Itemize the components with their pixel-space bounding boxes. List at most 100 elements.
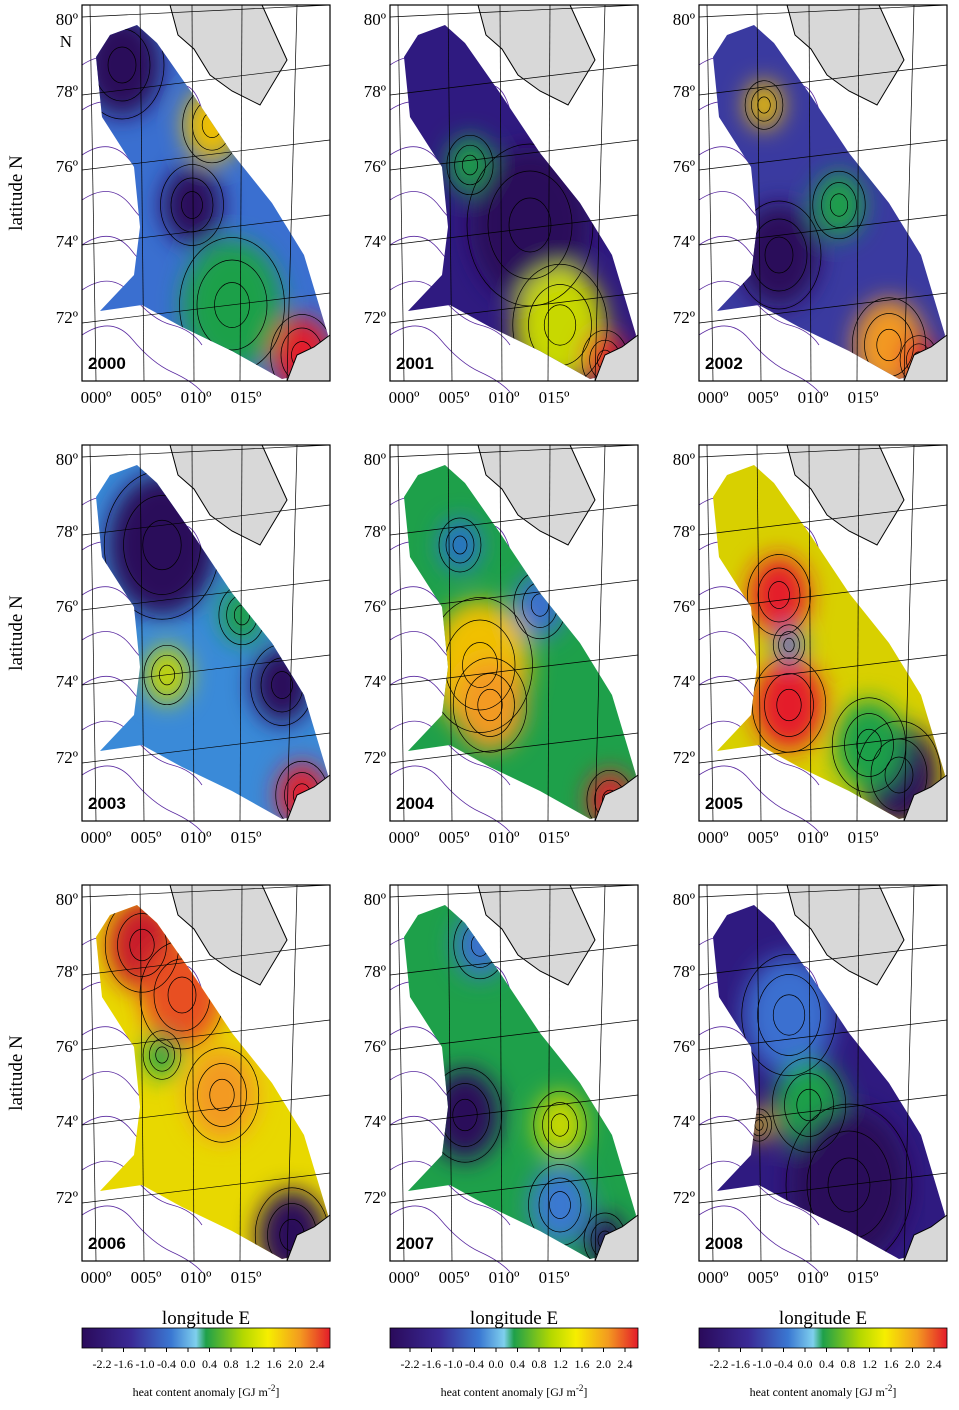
lon-tick-label: 010º	[181, 828, 212, 847]
anomaly-contour	[149, 1038, 175, 1072]
anomaly-contour	[533, 1090, 587, 1160]
anomaly-contour	[275, 760, 328, 819]
anomaly-contour	[445, 526, 475, 564]
graticule	[698, 64, 948, 96]
lat-tick-label: 74º	[56, 672, 78, 691]
lat-tick-label: 78º	[364, 82, 386, 101]
lon-tick-label: 000º	[698, 828, 729, 847]
graticule	[89, 444, 97, 822]
graticule	[594, 4, 606, 382]
bathymetry-contour	[389, 280, 511, 346]
graticule	[547, 4, 551, 382]
graticule	[499, 884, 503, 1262]
lon-tick-label: 010º	[798, 1268, 829, 1287]
map-frame	[389, 884, 639, 1262]
lat-tick-label: 78º	[673, 522, 695, 541]
field-blobs	[430, 519, 632, 819]
graticule	[389, 732, 639, 764]
anomaly-contour	[508, 197, 552, 253]
lon-tick-label: 015º	[539, 1268, 570, 1287]
x-axis-label: longitude E	[779, 1308, 867, 1329]
anomaly-contour	[757, 96, 771, 114]
graticule	[389, 884, 639, 898]
graticule	[397, 444, 405, 822]
anomaly-contour	[757, 974, 821, 1056]
field-blob	[455, 659, 525, 751]
map-panel: 2003 80º 78º 76º 74º 72º 000º 005º 010º 015º latit…	[6, 444, 331, 847]
land	[477, 884, 596, 986]
anomaly-contour	[452, 535, 468, 555]
land	[169, 4, 288, 106]
anomaly-contour	[754, 1119, 764, 1131]
lon-tick-label: 010º	[489, 828, 520, 847]
field-blob	[749, 556, 809, 634]
y-axis-label: latitude N	[6, 1035, 27, 1111]
anomaly-contour	[543, 304, 577, 346]
year-label: 2001	[396, 354, 434, 373]
colorbar: -2.2 -1.6 -1.0 -0.4 0.0 0.4 0.8 1.2 1.6 2.0 2.4 hea…	[389, 1327, 639, 1399]
lon-tick-label: 005º	[748, 388, 779, 407]
lat-tick-label: 74º	[56, 1112, 78, 1131]
graticule	[81, 4, 331, 18]
colorbar-tick-label: 0.4	[202, 1357, 217, 1371]
graticule	[547, 884, 551, 1262]
anomaly-contour	[270, 314, 328, 379]
map-panel: 2000 80º 78º 76º 74º 72º N 000º 005º 010º 015º lati…	[6, 4, 331, 407]
anomaly-contour	[143, 644, 191, 706]
anomaly-contour	[784, 1073, 834, 1137]
lon-tick-label: 005º	[131, 388, 162, 407]
lat-tick-label: 76º	[56, 1037, 78, 1056]
lat-tick-label: 80º	[673, 450, 695, 469]
year-label: 2004	[396, 794, 434, 813]
map-frame	[389, 4, 639, 382]
colorbar-label: heat content anomaly [GJ m-2]	[441, 1383, 588, 1399]
graticule	[239, 444, 243, 822]
lat-tick-label: 74º	[364, 1112, 386, 1131]
lat-tick-label: 74º	[56, 232, 78, 251]
colorbar-bar	[81, 1327, 331, 1349]
anomaly-contour	[452, 657, 528, 753]
field-blob	[187, 1049, 257, 1141]
colorbar-tick-label: 2.0	[288, 1357, 303, 1371]
graticule	[698, 1094, 948, 1126]
lat-tick-label: 80º	[673, 10, 695, 29]
anomaly-contour	[796, 1088, 822, 1122]
graticule	[389, 579, 639, 611]
anomaly-contour	[776, 688, 802, 722]
graticule	[698, 4, 948, 18]
anomaly-contour	[876, 328, 902, 362]
anomaly-contour	[142, 1030, 182, 1080]
anomaly-contour	[158, 664, 176, 686]
land	[786, 884, 905, 986]
graticule	[856, 444, 860, 822]
lat-tick-label: 72º	[56, 1188, 78, 1207]
graticule	[81, 1019, 331, 1051]
colorbar-tick-label: -1.0	[753, 1357, 772, 1371]
graticule	[286, 444, 298, 822]
colorbar-label-text: heat content anomaly [GJ m	[441, 1385, 577, 1399]
lat-tick-label: 80º	[673, 890, 695, 909]
graticule	[81, 884, 331, 898]
graticule	[447, 884, 453, 1262]
lon-tick-label: 010º	[181, 1268, 212, 1287]
graticule	[594, 444, 606, 822]
bathymetry-contour	[698, 720, 820, 786]
lon-tick-label: 000º	[698, 388, 729, 407]
graticule	[698, 214, 948, 246]
colorbar-tick-label: 2.0	[596, 1357, 611, 1371]
graticule	[81, 944, 331, 976]
lon-tick-label: 015º	[231, 828, 262, 847]
lat-tick-label: 74º	[673, 232, 695, 251]
lon-tick-label: 005º	[131, 828, 162, 847]
anomaly-contour	[477, 688, 503, 722]
graticule	[81, 64, 331, 96]
anomaly-contour	[184, 1047, 260, 1143]
lon-tick-label: 005º	[748, 1268, 779, 1287]
graticule	[698, 579, 948, 611]
land	[477, 444, 596, 546]
colorbar-tick-label: -0.4	[465, 1357, 484, 1371]
map-panel: 2006 80º 78º 76º 74º 72º 000º 005º 010º 015º latit…	[6, 884, 331, 1329]
map-panel: 2008 80º 78º 76º 74º 72º 000º 005º 010º 015º longi…	[673, 884, 948, 1329]
graticule	[81, 1172, 331, 1204]
lat-tick-label: 72º	[56, 748, 78, 767]
